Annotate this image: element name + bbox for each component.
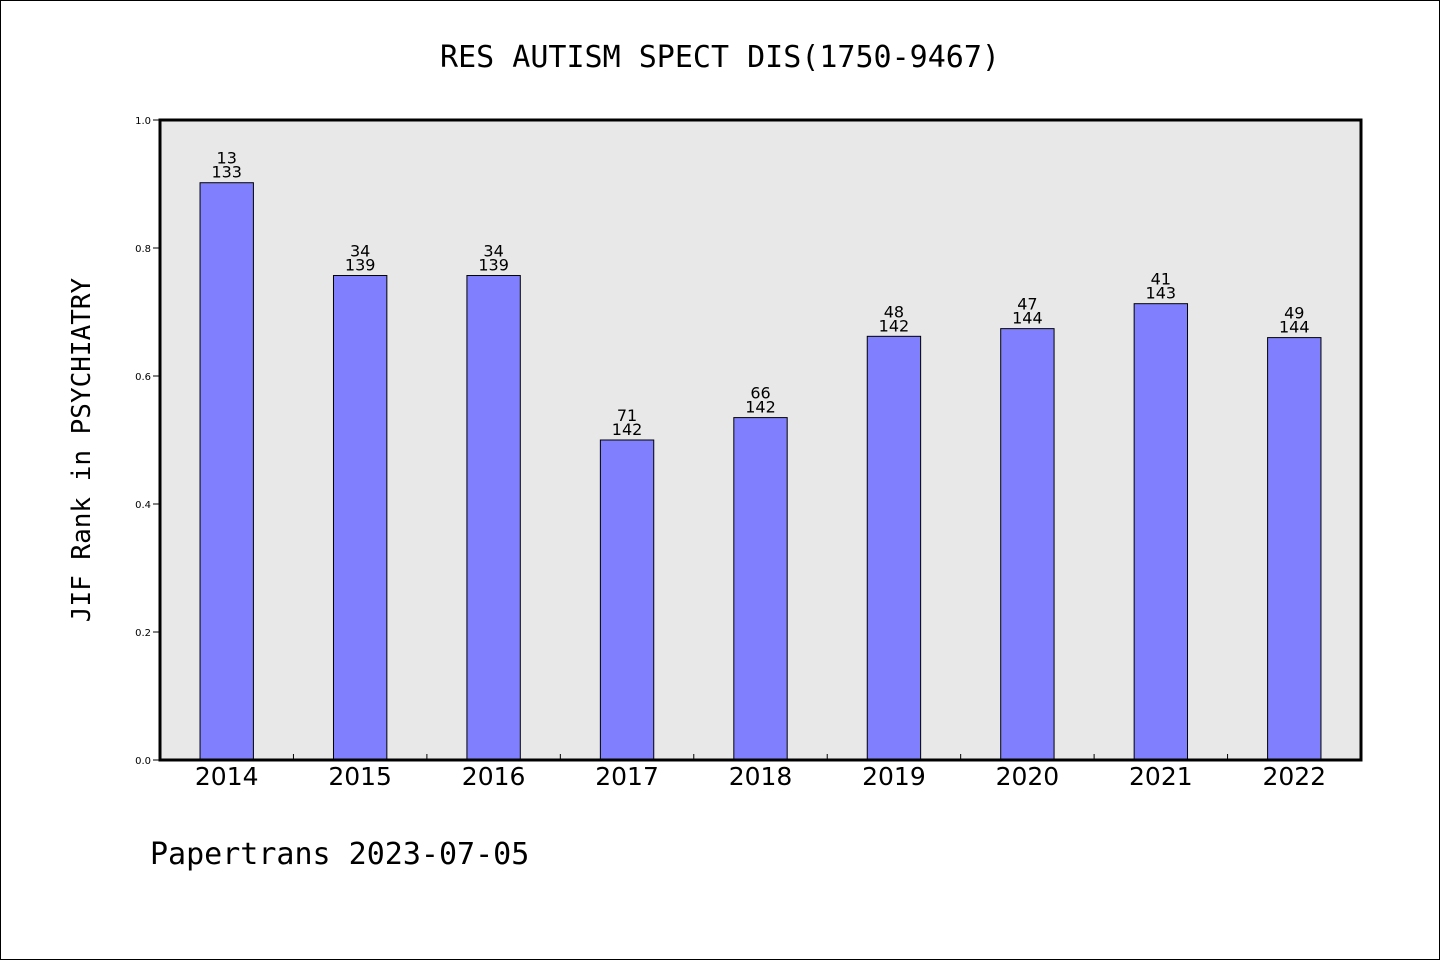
x-tick-label-2017: 2017 [595,762,659,791]
bar-rank-label-2019: 48 [884,302,904,321]
y-axis-label: JIF Rank in PSYCHIATRY [67,277,97,622]
y-tick-label: 0.2 [135,628,151,639]
y-axis-ticks: 0.0 0.2 0.4 0.6 0.8 1.0 [135,116,160,767]
bar-total-label-2020: 144 [1012,309,1043,328]
bar-2016 [466,275,521,761]
bar-2019 [866,335,922,761]
bar-rank-label-2015: 34 [350,242,370,261]
y-tick-label: 1.0 [135,116,151,127]
bar-rank-label-2014: 13 [217,149,237,168]
x-axis-ticks: 2014 2015 2016 2017 2018 2019 2020 2021 2022 [195,754,1326,791]
bar-2022 [1267,337,1322,761]
bar-2020 [1000,328,1055,761]
bar-rank-label-2017: 71 [617,406,637,425]
bar-rank-label-2020: 47 [1017,295,1037,314]
y-tick-label: 0.8 [135,244,151,255]
x-tick-label-2021: 2021 [1129,762,1193,791]
bar-rank-label-2021: 41 [1151,270,1171,289]
x-tick-label-2018: 2018 [729,762,793,791]
bar-total-label-2017: 142 [612,420,643,439]
bar-rank-label-2022: 49 [1284,304,1304,323]
y-tick-label: 0.4 [135,500,151,511]
x-tick-label-2014: 2014 [195,762,259,791]
bar-total-label-2018: 142 [745,398,776,417]
x-tick-label-2019: 2019 [862,762,926,791]
bar-rank-label-2016: 34 [483,242,503,261]
bar-2014 [199,182,254,761]
bar-total-label-2021: 143 [1146,284,1177,303]
bar-2015 [332,275,388,761]
x-tick-label-2022: 2022 [1262,762,1326,791]
bar-total-label-2016: 139 [478,256,509,275]
x-tick-label-2020: 2020 [996,762,1060,791]
x-tick-label-2016: 2016 [462,762,526,791]
bar-2017 [599,439,655,761]
x-tick-label-2015: 2015 [328,762,392,791]
bar-total-label-2014: 133 [211,163,242,182]
y-tick-label: 0.6 [135,372,151,383]
bar-rank-label-2018: 66 [750,384,770,403]
plot-border [158,118,1363,762]
bar-2021 [1133,303,1189,761]
y-tick-label: 0.0 [135,756,151,767]
bar-total-label-2022: 144 [1279,318,1310,337]
bar-labels-group: 1313334139341397114266142481424714441143… [211,149,1309,439]
bar-2018 [733,417,788,761]
bar-total-label-2019: 142 [879,316,910,335]
chart-title: RES AUTISM SPECT DIS(1750-9467) [440,40,1000,75]
bars-group [199,182,1322,761]
footer-credit: Papertrans 2023-07-05 [150,837,529,872]
bar-total-label-2015: 139 [345,256,376,275]
